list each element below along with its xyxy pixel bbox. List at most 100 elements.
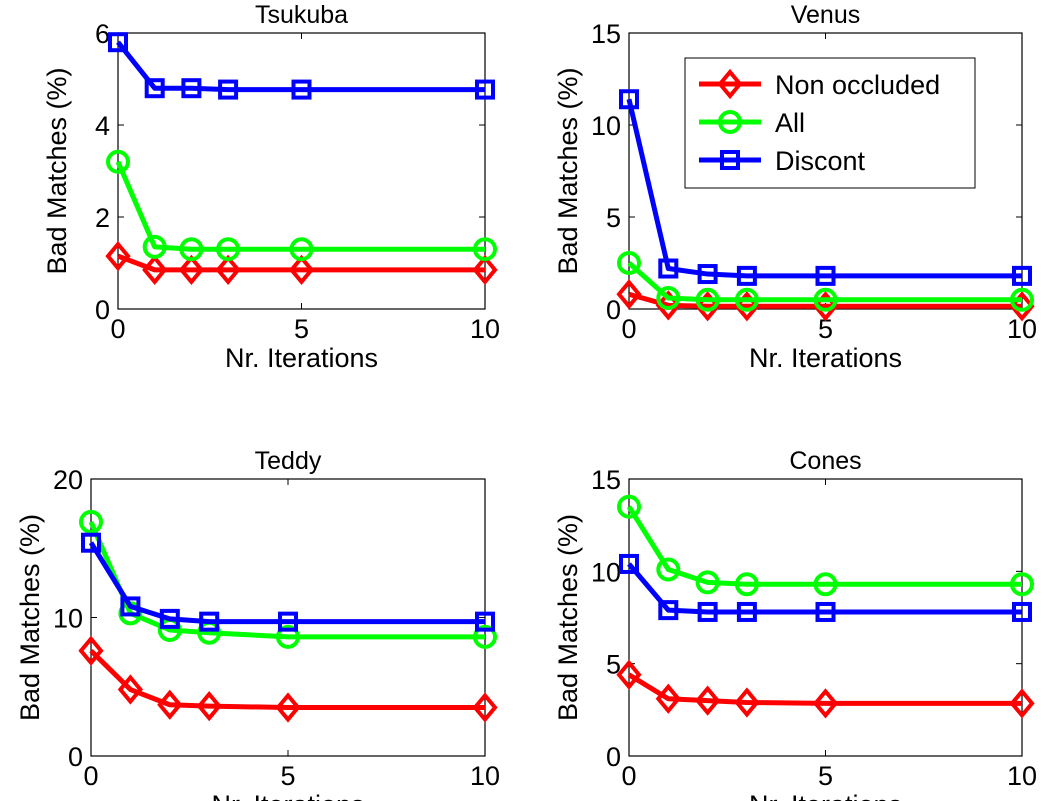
data-point <box>656 285 681 310</box>
series-non-occluded <box>105 240 498 286</box>
data-point <box>108 32 128 53</box>
data-point <box>196 691 222 722</box>
data-point <box>617 251 641 275</box>
y-tick-label: 10 <box>53 604 83 634</box>
data-point <box>179 237 204 262</box>
series-non-occluded <box>78 635 498 723</box>
data-point <box>736 601 757 622</box>
subplot-tsukuba: 0 5 10 0 2 4 6 Tsukuba Nr. Iterations Bad Matches… <box>42 1 500 373</box>
y-tick-label: 10 <box>591 557 621 587</box>
data-point <box>815 265 836 286</box>
data-point <box>289 237 314 262</box>
data-point <box>278 611 298 632</box>
legend-marker <box>720 150 740 170</box>
data-point <box>812 688 839 719</box>
data-point <box>78 635 104 666</box>
data-point <box>117 674 144 705</box>
y-tick-label: 6 <box>95 19 110 49</box>
data-point <box>1012 265 1032 286</box>
data-point <box>1010 572 1034 597</box>
series-all <box>106 149 497 262</box>
data-point <box>218 79 239 100</box>
data-point <box>81 532 101 553</box>
y-tick-label: 0 <box>606 742 621 772</box>
data-point <box>734 572 759 597</box>
y-tick-label: 0 <box>606 295 621 325</box>
series-line <box>626 98 1022 279</box>
x-tick-label: 5 <box>280 761 295 791</box>
data-point <box>658 258 679 279</box>
data-point <box>813 287 838 312</box>
y-tick-label: 5 <box>606 650 621 680</box>
data-point <box>178 254 205 286</box>
legend-entry: All <box>699 108 805 138</box>
y-axis-label: Bad Matches (%) <box>553 67 583 274</box>
series-all <box>617 251 1034 312</box>
data-point <box>215 254 241 286</box>
subplot-cones: 0 5 10 0 5 10 15 Cones Nr. Iterations Bad Matches… <box>553 447 1037 801</box>
data-point <box>1010 287 1034 312</box>
x-axis-label: Nr. Iterations <box>749 790 902 801</box>
data-point <box>616 659 642 690</box>
x-tick-label: 0 <box>110 314 125 344</box>
y-tick-label: 0 <box>68 742 83 772</box>
data-point <box>734 687 760 718</box>
legend-label: Discont <box>775 146 866 176</box>
x-tick-label: 5 <box>818 761 833 791</box>
x-tick-label: 10 <box>1007 761 1037 791</box>
data-point <box>616 279 642 310</box>
y-tick-label: 5 <box>606 203 621 233</box>
y-axis-label: Bad Matches (%) <box>553 514 583 721</box>
x-tick-label: 0 <box>621 314 636 344</box>
x-tick-label: 10 <box>470 314 500 344</box>
x-axis-label: Nr. Iterations <box>749 343 902 373</box>
data-point <box>473 624 497 649</box>
series-discont <box>108 32 495 100</box>
legend-label: Non occluded <box>775 70 940 100</box>
data-point <box>472 692 498 723</box>
data-point <box>291 79 312 100</box>
legend-marker <box>718 110 742 134</box>
legend-marker <box>717 68 743 100</box>
data-point <box>105 240 131 272</box>
data-point <box>275 692 301 723</box>
data-point <box>734 287 759 312</box>
data-point <box>813 572 838 597</box>
legend-label: All <box>775 108 805 138</box>
data-point <box>815 601 836 622</box>
data-point <box>159 608 180 629</box>
series-line <box>88 541 485 625</box>
data-point <box>617 494 641 519</box>
y-axis-label: Bad Matches (%) <box>15 514 45 721</box>
y-tick-label: 15 <box>591 465 621 495</box>
data-point <box>472 254 498 286</box>
legend-entry: Discont <box>699 146 866 176</box>
x-tick-label: 0 <box>83 761 98 791</box>
x-tick-label: 10 <box>470 761 500 791</box>
y-tick-label: 4 <box>95 111 110 141</box>
data-point <box>142 234 167 259</box>
data-point <box>655 683 681 714</box>
data-point <box>658 600 679 621</box>
data-point <box>736 265 757 286</box>
data-point <box>694 685 721 716</box>
y-tick-label: 2 <box>95 203 110 233</box>
data-point <box>619 89 639 110</box>
data-point <box>1009 688 1035 719</box>
data-point <box>144 78 165 99</box>
legend-entry: Non occluded <box>699 68 940 100</box>
data-point <box>475 611 495 632</box>
y-tick-label: 0 <box>95 295 110 325</box>
data-point <box>157 689 183 720</box>
series-line <box>626 505 1022 587</box>
data-point <box>1012 601 1032 622</box>
subplot-teddy: 0 5 10 0 10 20 Teddy Nr. Iterations Bad Matches … <box>15 447 500 801</box>
chart-title: Cones <box>789 447 861 475</box>
x-axis-label: Nr. Iterations <box>211 790 364 801</box>
data-point <box>697 601 718 622</box>
y-tick-label: 20 <box>53 465 83 495</box>
data-point <box>142 254 168 286</box>
x-axis-label: Nr. Iterations <box>225 343 378 373</box>
